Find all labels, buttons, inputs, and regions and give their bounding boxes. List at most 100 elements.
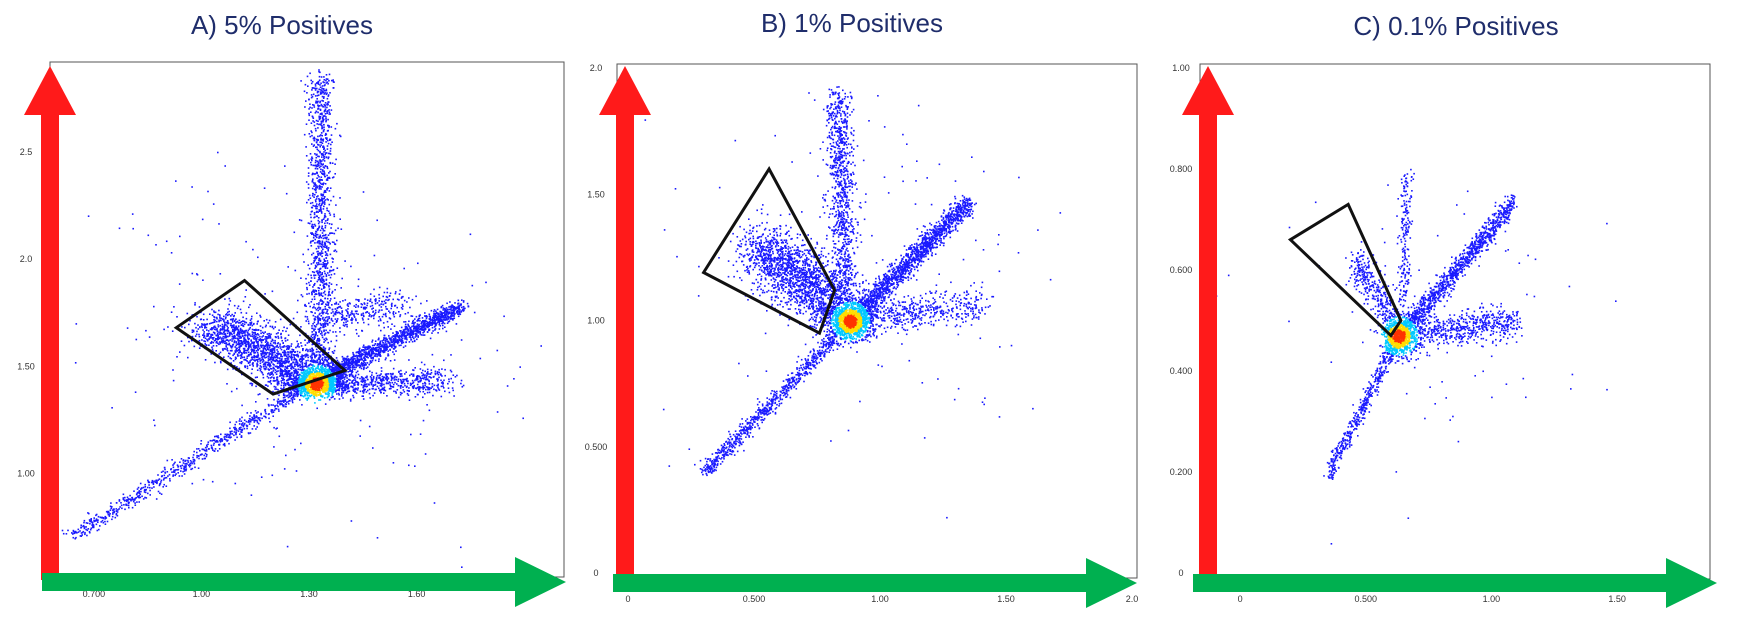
data-point — [364, 356, 366, 358]
data-point — [324, 93, 326, 95]
data-point — [226, 342, 228, 344]
data-point — [286, 328, 288, 330]
data-point — [237, 321, 239, 323]
data-point — [323, 124, 325, 126]
data-point — [393, 336, 395, 338]
data-point — [398, 341, 400, 343]
data-point — [321, 135, 323, 137]
data-point — [328, 80, 330, 82]
data-point — [327, 81, 329, 83]
data-point — [315, 185, 317, 187]
data-point — [402, 340, 404, 342]
data-point — [262, 345, 264, 347]
data-point — [249, 423, 251, 425]
data-point — [318, 220, 320, 222]
data-point — [318, 237, 320, 239]
data-point — [91, 524, 93, 526]
data-point — [244, 359, 246, 361]
data-point — [224, 436, 226, 438]
data-point — [331, 141, 333, 143]
data-point — [281, 336, 283, 338]
data-point — [382, 342, 384, 344]
data-point — [347, 365, 349, 367]
data-point — [313, 304, 315, 306]
data-point — [317, 120, 319, 122]
data-point — [297, 396, 299, 398]
data-point — [367, 346, 369, 348]
data-point — [266, 319, 268, 321]
data-point — [273, 368, 275, 370]
data-point — [226, 313, 228, 315]
data-point — [173, 472, 175, 474]
data-point — [399, 338, 401, 340]
data-point — [335, 204, 337, 206]
data-point — [311, 89, 313, 91]
data-point — [320, 307, 322, 309]
data-point — [326, 89, 328, 91]
data-point — [322, 337, 324, 339]
data-point — [304, 106, 306, 108]
data-point — [251, 373, 253, 375]
data-point — [309, 115, 311, 117]
data-point — [315, 173, 317, 175]
data-point — [169, 480, 171, 482]
data-point — [181, 468, 183, 470]
data-point — [327, 168, 329, 170]
data-point — [316, 262, 318, 264]
data-point — [311, 245, 313, 247]
data-point — [362, 350, 364, 352]
data-point — [321, 194, 323, 196]
data-point — [205, 338, 207, 340]
data-point — [309, 268, 311, 270]
data-point — [202, 329, 204, 331]
data-point — [261, 346, 263, 348]
data-point — [326, 208, 328, 210]
data-point — [444, 313, 446, 315]
data-point — [243, 350, 245, 352]
data-point — [352, 368, 354, 370]
data-point — [246, 341, 248, 343]
data-point — [424, 326, 426, 328]
data-point — [141, 496, 143, 498]
data-point — [287, 339, 289, 341]
data-point — [299, 364, 301, 366]
data-point — [329, 190, 331, 192]
data-point — [467, 303, 469, 305]
data-point — [237, 338, 239, 340]
data-point — [311, 263, 313, 265]
data-point — [323, 235, 325, 237]
data-point — [220, 332, 222, 334]
data-point — [340, 136, 342, 138]
data-point — [113, 508, 115, 510]
data-point — [247, 368, 249, 370]
data-point — [206, 456, 208, 458]
data-point — [216, 321, 218, 323]
data-point — [309, 195, 311, 197]
data-point — [434, 317, 436, 319]
data-point — [442, 320, 444, 322]
data-point — [224, 342, 226, 344]
data-point — [163, 478, 165, 480]
data-point — [252, 364, 254, 366]
data-point — [326, 311, 328, 313]
data-point — [312, 202, 314, 204]
data-point — [302, 364, 304, 366]
data-point — [214, 329, 216, 331]
data-point — [84, 528, 86, 530]
data-point — [212, 449, 214, 451]
data-point — [310, 280, 312, 282]
data-point — [324, 242, 326, 244]
data-point — [329, 270, 331, 272]
data-point — [205, 359, 207, 361]
data-point — [334, 303, 336, 305]
data-point — [435, 310, 437, 312]
data-point — [323, 285, 325, 287]
data-point — [321, 88, 323, 90]
data-point — [224, 324, 226, 326]
data-point — [405, 338, 407, 340]
data-point — [324, 203, 326, 205]
data-point — [263, 366, 265, 368]
data-point — [89, 531, 91, 533]
data-point — [333, 214, 335, 216]
data-point — [328, 95, 330, 97]
